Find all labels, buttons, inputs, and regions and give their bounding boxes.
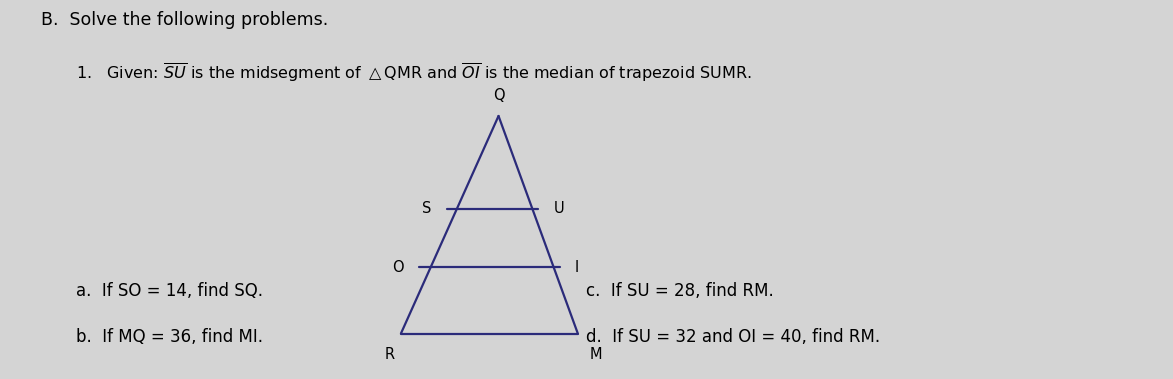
Text: O: O (392, 260, 404, 275)
Text: I: I (575, 260, 579, 275)
Text: M: M (590, 347, 603, 362)
Text: 1.   Given: $\overline{SU}$ is the midsegment of $\triangle$QMR and $\overline{O: 1. Given: $\overline{SU}$ is the midsegm… (76, 61, 752, 84)
Text: R: R (385, 347, 395, 362)
Text: S: S (422, 201, 432, 216)
Text: Q: Q (493, 88, 504, 103)
Text: U: U (554, 201, 564, 216)
Text: c.  If SU = 28, find RM.: c. If SU = 28, find RM. (586, 282, 774, 300)
Text: a.  If SO = 14, find SQ.: a. If SO = 14, find SQ. (76, 282, 263, 300)
Text: d.  If SU = 32 and OI = 40, find RM.: d. If SU = 32 and OI = 40, find RM. (586, 328, 881, 346)
Text: b.  If MQ = 36, find MI.: b. If MQ = 36, find MI. (76, 328, 263, 346)
Text: B.  Solve the following problems.: B. Solve the following problems. (41, 11, 328, 29)
